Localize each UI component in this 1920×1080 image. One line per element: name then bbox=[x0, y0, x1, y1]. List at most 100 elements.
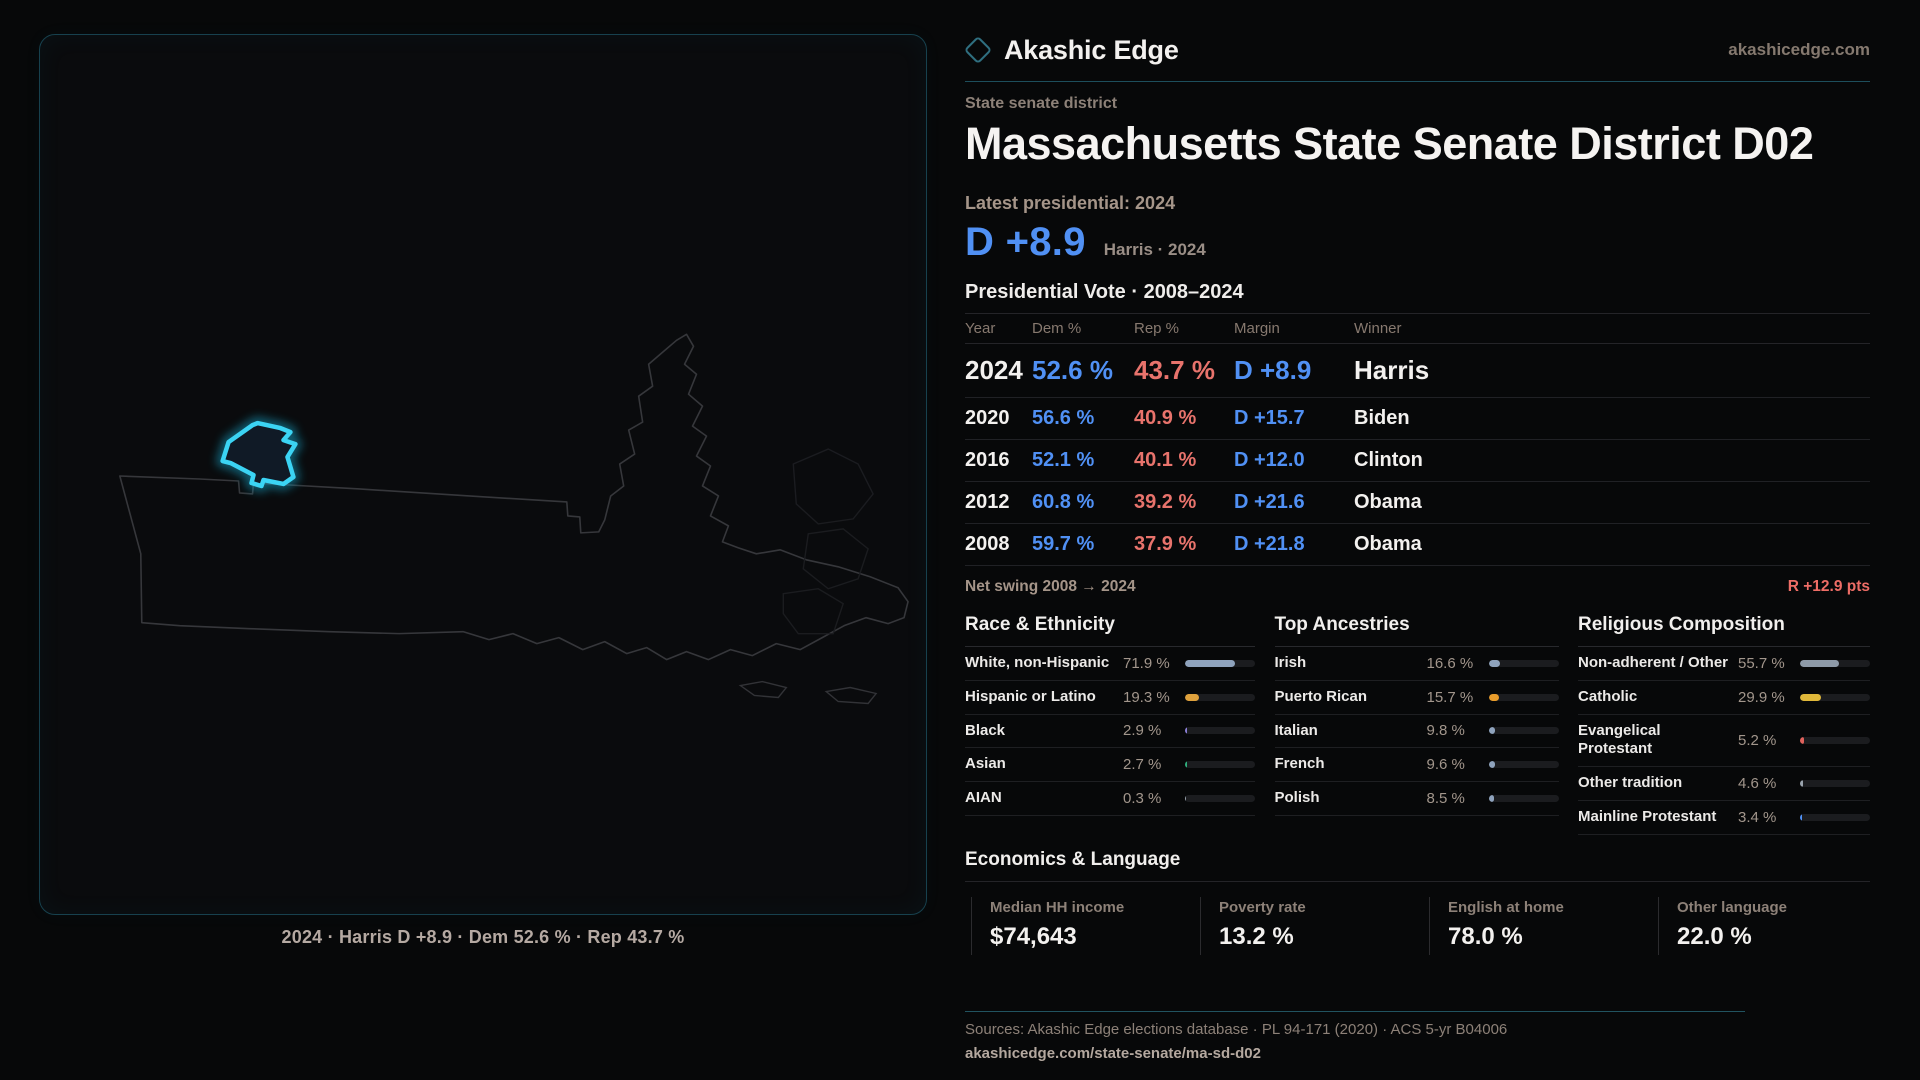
bar-fill bbox=[1185, 693, 1199, 701]
bar-fill bbox=[1185, 761, 1187, 769]
stat-value: 19.3 % bbox=[1123, 688, 1170, 706]
district-shape bbox=[220, 420, 298, 489]
bar-fill bbox=[1800, 693, 1821, 701]
stat-label: Asian bbox=[965, 755, 1006, 773]
stat-bar-row: Irish 16.6 % bbox=[1274, 647, 1559, 681]
stat-bar-row: Asian 2.7 % bbox=[965, 748, 1255, 782]
header-row: Akashic Edge akashicedge.com bbox=[963, 30, 1870, 70]
cell-year: 2016 bbox=[965, 449, 1010, 471]
stat-value: 9.8 % bbox=[1426, 722, 1465, 740]
table-row: 2008 59.7 % 37.9 % D +21.8 Obama bbox=[965, 524, 1870, 566]
stat-label: Irish bbox=[1274, 654, 1307, 671]
section-title-race: Race & Ethnicity bbox=[965, 614, 1255, 647]
economics-stat-label: Median HH income bbox=[990, 898, 1125, 916]
permalink[interactable]: akashicedge.com/state-senate/ma-sd-d02 bbox=[965, 1044, 1261, 1062]
stat-label: Other tradition bbox=[1578, 774, 1683, 791]
economics-stat-value: 78.0 % bbox=[1448, 922, 1523, 950]
ancestries-column: Top Ancestries Irish 16.6 % Puerto Rican… bbox=[1274, 614, 1559, 835]
bar-track bbox=[1800, 813, 1870, 821]
cell-margin: D +15.7 bbox=[1234, 407, 1305, 429]
bar-track bbox=[1185, 659, 1255, 667]
table-row: 2024 52.6 % 43.7 % D +8.9 Harris bbox=[965, 344, 1870, 398]
presidential-table: Year Dem % Rep % Margin Winner 2024 52.6… bbox=[965, 313, 1870, 606]
cell-rep: 37.9 % bbox=[1134, 533, 1197, 555]
page-title: Massachusetts State Senate District D02 bbox=[965, 118, 1814, 169]
stat-value: 4.6 % bbox=[1738, 774, 1777, 792]
bar-fill bbox=[1800, 813, 1803, 821]
stat-bar-row: Evangelical Protestant 5.2 % bbox=[1578, 715, 1870, 767]
latest-margin-note: Harris · 2024 bbox=[1103, 240, 1206, 259]
bar-fill bbox=[1800, 736, 1804, 744]
demographics-grid: Race & Ethnicity White, non-Hispanic 71.… bbox=[965, 614, 1870, 835]
stat-bar-row: White, non-Hispanic 71.9 % bbox=[965, 647, 1255, 681]
stat-bar-row: Black 2.9 % bbox=[965, 715, 1255, 749]
cell-rep: 43.7 % bbox=[1134, 355, 1215, 385]
stat-label: AIAN bbox=[965, 789, 1002, 806]
stat-bar-row: Other tradition 4.6 % bbox=[1578, 767, 1870, 801]
cell-margin: D +12.0 bbox=[1234, 449, 1305, 471]
net-swing-label: Net swing 2008 → 2024 bbox=[965, 578, 1136, 595]
cell-year: 2024 bbox=[965, 355, 1023, 385]
cell-rep: 40.9 % bbox=[1134, 407, 1197, 429]
footer-divider bbox=[965, 1010, 1745, 1012]
bar-track bbox=[1800, 693, 1870, 701]
diamond-logo-icon bbox=[963, 35, 993, 65]
economics-stat-label: English at home bbox=[1448, 898, 1564, 916]
economics-divider bbox=[965, 880, 1870, 882]
stat-label: Mainline Protestant bbox=[1578, 807, 1717, 825]
massachusetts-map bbox=[119, 333, 909, 705]
stat-value: 3.4 % bbox=[1738, 808, 1777, 826]
economics-title: Economics & Language bbox=[965, 848, 1181, 870]
stat-label: White, non-Hispanic bbox=[965, 654, 1110, 671]
cell-margin: D +8.9 bbox=[1234, 355, 1312, 385]
stat-value: 71.9 % bbox=[1123, 654, 1170, 672]
cell-margin: D +21.6 bbox=[1234, 491, 1305, 513]
cell-winner: Biden bbox=[1354, 407, 1410, 429]
islands-outline bbox=[738, 680, 878, 705]
section-title-ancestries: Top Ancestries bbox=[1274, 614, 1559, 647]
col-winner: Winner bbox=[1354, 320, 1402, 337]
bar-track bbox=[1488, 693, 1559, 701]
bar-track bbox=[1800, 779, 1870, 787]
economics-stat-label: Poverty rate bbox=[1219, 898, 1306, 916]
header-divider bbox=[965, 81, 1870, 82]
col-year: Year bbox=[965, 320, 996, 337]
col-rep: Rep % bbox=[1134, 320, 1180, 337]
race-rows: White, non-Hispanic 71.9 % Hispanic or L… bbox=[965, 647, 1255, 816]
map-panel bbox=[39, 34, 927, 915]
stat-bar-row: Italian 9.8 % bbox=[1274, 715, 1559, 749]
detail-panel: Akashic Edge akashicedge.com State senat… bbox=[963, 0, 1870, 1063]
bar-track bbox=[1185, 794, 1255, 802]
stat-bar-row: AIAN 0.3 % bbox=[965, 782, 1255, 816]
economics-stat: Median HH income $74,643 bbox=[971, 896, 1200, 955]
table-row: 2012 60.8 % 39.2 % D +21.6 Obama bbox=[965, 482, 1870, 524]
col-dem: Dem % bbox=[1032, 320, 1082, 337]
stat-label: Italian bbox=[1274, 721, 1318, 739]
stat-label: Catholic bbox=[1578, 687, 1638, 705]
stat-label: Black bbox=[965, 721, 1006, 739]
stat-bar-row: French 9.6 % bbox=[1274, 748, 1559, 782]
bar-track bbox=[1185, 693, 1255, 701]
site-link[interactable]: akashicedge.com bbox=[1728, 40, 1870, 59]
table-row: 2016 52.1 % 40.1 % D +12.0 Clinton bbox=[965, 440, 1870, 482]
bar-track bbox=[1488, 761, 1559, 769]
bar-fill bbox=[1488, 727, 1496, 735]
cell-winner: Harris bbox=[1354, 355, 1430, 385]
stat-label: Hispanic or Latino bbox=[965, 687, 1096, 705]
stat-label: Polish bbox=[1274, 789, 1320, 806]
latest-margin: D +8.9 bbox=[965, 220, 1086, 264]
brand-name: Akashic Edge bbox=[1004, 34, 1179, 65]
latest-presidential-label: Latest presidential: 2024 bbox=[965, 193, 1176, 213]
stat-value: 0.3 % bbox=[1123, 789, 1162, 807]
stat-value: 2.7 % bbox=[1123, 756, 1162, 774]
table-title: Presidential Vote · 2008–2024 bbox=[965, 281, 1244, 303]
cell-margin: D +21.8 bbox=[1234, 533, 1305, 555]
bar-fill bbox=[1185, 727, 1188, 735]
net-swing-value: R +12.9 pts bbox=[1787, 578, 1870, 595]
cell-winner: Clinton bbox=[1354, 449, 1423, 471]
cell-dem: 52.1 % bbox=[1032, 449, 1095, 471]
stat-value: 9.6 % bbox=[1426, 756, 1465, 774]
bar-fill bbox=[1800, 659, 1839, 667]
stat-bar-row: Polish 8.5 % bbox=[1274, 782, 1559, 816]
margin-row: D +8.9 Harris · 2024 bbox=[965, 220, 1870, 265]
